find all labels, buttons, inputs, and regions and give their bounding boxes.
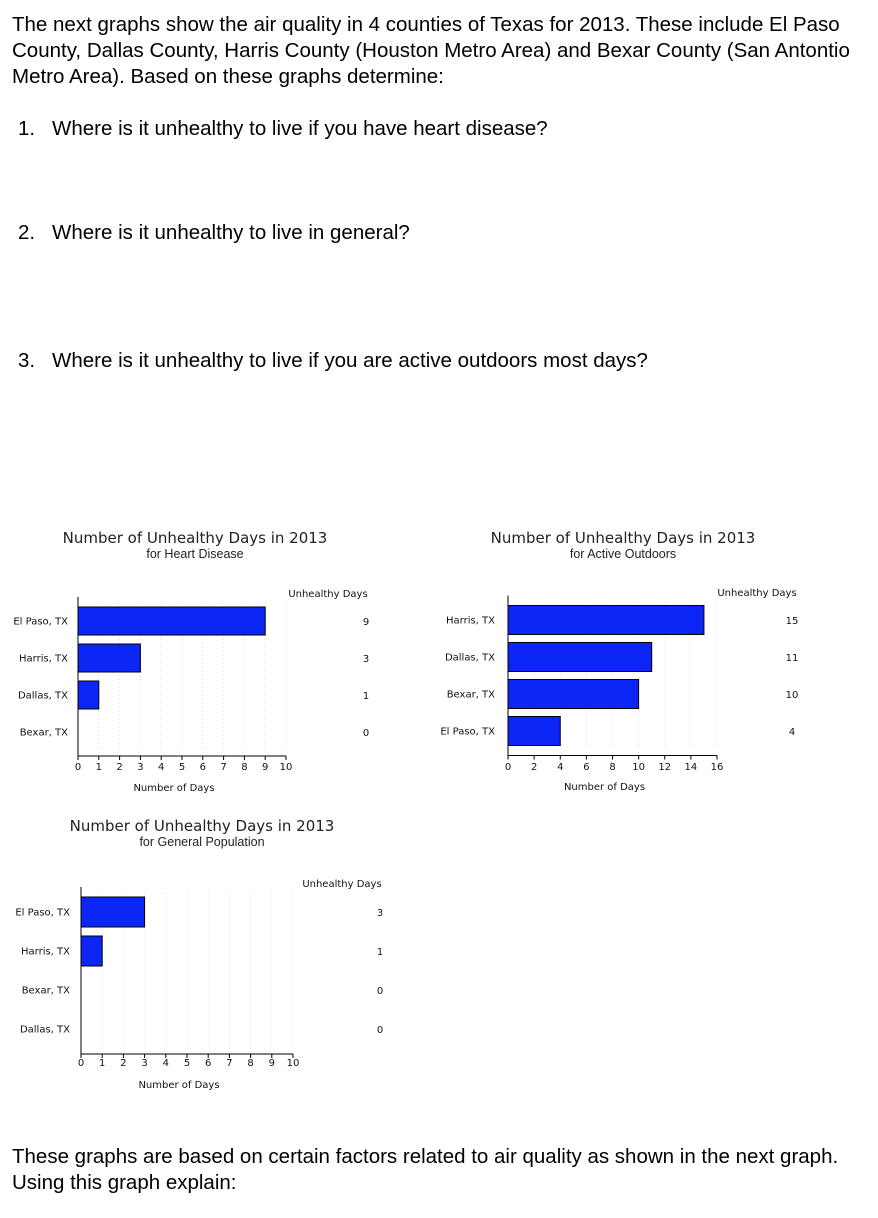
chart-subtitle: for Active Outdoors: [570, 547, 676, 561]
bar: [80, 935, 103, 967]
x-axis-label: Number of Days: [133, 783, 214, 794]
bar: [507, 605, 705, 635]
question-text: Where is it unhealthy to live if you are…: [52, 349, 648, 372]
value-label: 4: [789, 727, 795, 738]
outro-text: These graphs are based on certain factor…: [12, 1145, 839, 1194]
x-tick-label: 4: [557, 762, 563, 773]
x-tick-label: 0: [75, 762, 81, 773]
x-tick-label: 10: [280, 762, 293, 773]
x-tick-label: 4: [158, 762, 164, 773]
value-label: 0: [377, 1025, 383, 1036]
chart-subtitle: for Heart Disease: [146, 547, 243, 561]
category-label: Dallas, TX: [18, 691, 68, 702]
x-tick-label: 1: [99, 1058, 105, 1069]
question-text: Where is it unhealthy to live if you hav…: [52, 117, 548, 140]
category-label: Bexar, TX: [20, 728, 68, 739]
x-axis-label: Number of Days: [564, 782, 645, 793]
x-tick-label: 9: [262, 762, 268, 773]
x-axis-label: Number of Days: [138, 1080, 219, 1091]
x-tick-label: 8: [247, 1058, 253, 1069]
value-label: 1: [363, 691, 369, 702]
bar: [80, 896, 146, 928]
x-tick-label: 12: [658, 762, 671, 773]
x-tick-label: 6: [205, 1058, 211, 1069]
bar: [507, 642, 653, 672]
x-tick-label: 2: [531, 762, 537, 773]
x-tick-label: 2: [116, 762, 122, 773]
x-tick-label: 1: [96, 762, 102, 773]
value-label: 3: [363, 654, 369, 665]
value-label: 9: [363, 617, 369, 628]
value-label: 0: [377, 986, 383, 997]
x-tick-label: 6: [583, 762, 589, 773]
x-tick-label: 9: [269, 1058, 275, 1069]
bar: [77, 606, 266, 636]
question-3: 3. Where is it unhealthy to live if you a…: [18, 348, 648, 374]
bar: [507, 716, 561, 746]
question-number: 1.: [18, 117, 36, 140]
chart-title: Number of Unhealthy Days in 2013: [70, 817, 335, 835]
x-tick-label: 16: [711, 762, 724, 773]
category-label: El Paso, TX: [13, 617, 68, 628]
x-tick-label: 6: [200, 762, 206, 773]
question-1: 1. Where is it unhealthy to live if you h…: [18, 116, 548, 142]
question-number: 3.: [18, 349, 36, 372]
value-column-header: Unhealthy Days: [288, 589, 367, 600]
x-tick-label: 14: [685, 762, 698, 773]
question-2: 2. Where is it unhealthy to live in gener…: [18, 220, 410, 246]
x-tick-label: 7: [226, 1058, 232, 1069]
category-label: Bexar, TX: [447, 690, 495, 701]
value-label: 10: [786, 690, 799, 701]
chart-title: Number of Unhealthy Days in 2013: [491, 529, 756, 547]
intro-text: The next graphs show the air quality in …: [12, 13, 850, 88]
value-label: 0: [363, 728, 369, 739]
value-label: 15: [786, 616, 799, 627]
category-label: Dallas, TX: [20, 1025, 70, 1036]
chart-title: Number of Unhealthy Days in 2013: [63, 529, 328, 547]
question-text: Where is it unhealthy to live in general…: [52, 221, 410, 244]
x-tick-label: 10: [287, 1058, 300, 1069]
category-label: El Paso, TX: [440, 727, 495, 738]
bar: [507, 679, 640, 709]
category-label: Harris, TX: [19, 654, 68, 665]
value-label: 1: [377, 947, 383, 958]
value-label: 11: [786, 653, 799, 664]
category-label: Harris, TX: [21, 947, 70, 958]
x-tick-label: 3: [137, 762, 143, 773]
x-tick-label: 10: [632, 762, 645, 773]
x-tick-label: 5: [179, 762, 185, 773]
bar: [77, 643, 141, 673]
category-label: Dallas, TX: [445, 653, 495, 664]
bar: [77, 680, 100, 710]
chart-subtitle: for General Population: [139, 835, 264, 849]
x-tick-label: 0: [78, 1058, 84, 1069]
question-number: 2.: [18, 221, 36, 244]
x-tick-label: 2: [120, 1058, 126, 1069]
x-tick-label: 7: [220, 762, 226, 773]
value-column-header: Unhealthy Days: [717, 588, 796, 599]
category-label: Harris, TX: [446, 616, 495, 627]
x-tick-label: 8: [241, 762, 247, 773]
x-tick-label: 0: [505, 762, 511, 773]
category-label: Bexar, TX: [22, 986, 70, 997]
value-column-header: Unhealthy Days: [302, 879, 381, 890]
x-tick-label: 3: [141, 1058, 147, 1069]
x-tick-label: 4: [163, 1058, 169, 1069]
x-tick-label: 8: [609, 762, 615, 773]
value-label: 3: [377, 908, 383, 919]
category-label: El Paso, TX: [15, 908, 70, 919]
x-tick-label: 5: [184, 1058, 190, 1069]
